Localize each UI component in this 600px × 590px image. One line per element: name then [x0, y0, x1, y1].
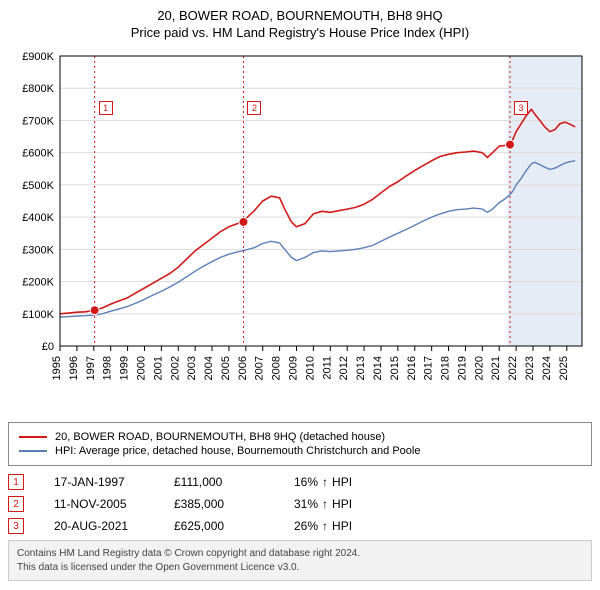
svg-text:£700K: £700K — [22, 115, 54, 127]
svg-text:2005: 2005 — [220, 356, 232, 380]
event-hpi: 31% ↑ HPI — [294, 497, 352, 511]
svg-text:2000: 2000 — [135, 356, 147, 380]
arrow-up-icon: ↑ — [322, 497, 328, 511]
attribution-footer: Contains HM Land Registry data © Crown c… — [8, 540, 592, 581]
event-hpi-label: HPI — [332, 497, 352, 511]
event-marker-badge: 2 — [247, 101, 261, 115]
svg-text:2013: 2013 — [355, 356, 367, 380]
svg-text:2023: 2023 — [524, 356, 536, 380]
event-hpi-label: HPI — [332, 519, 352, 533]
svg-text:2018: 2018 — [440, 356, 452, 380]
event-price: £385,000 — [174, 497, 294, 511]
event-marker-badge: 1 — [99, 101, 113, 115]
svg-text:2017: 2017 — [423, 356, 435, 380]
svg-text:2011: 2011 — [321, 356, 333, 380]
svg-text:2020: 2020 — [473, 356, 485, 380]
svg-text:2006: 2006 — [237, 356, 249, 380]
event-date: 11-NOV-2005 — [54, 497, 174, 511]
event-date: 17-JAN-1997 — [54, 475, 174, 489]
legend-item: HPI: Average price, detached house, Bour… — [19, 445, 581, 457]
svg-text:2007: 2007 — [254, 356, 266, 380]
svg-text:2019: 2019 — [456, 356, 468, 380]
event-badge: 1 — [8, 474, 24, 490]
arrow-up-icon: ↑ — [322, 519, 328, 533]
svg-text:2014: 2014 — [372, 356, 384, 380]
event-hpi: 16% ↑ HPI — [294, 475, 352, 489]
svg-text:2001: 2001 — [152, 356, 164, 380]
event-hpi-label: HPI — [332, 475, 352, 489]
svg-text:2021: 2021 — [490, 356, 502, 380]
event-row: 3 20-AUG-2021£625,00026% ↑ HPI — [8, 518, 592, 534]
svg-text:2002: 2002 — [169, 356, 181, 380]
chart-title: 20, BOWER ROAD, BOURNEMOUTH, BH8 9HQ — [8, 8, 592, 23]
event-date: 20-AUG-2021 — [54, 519, 174, 533]
svg-text:1999: 1999 — [119, 356, 131, 380]
event-hpi-pct: 26% — [294, 519, 318, 533]
legend-label: HPI: Average price, detached house, Bour… — [55, 445, 420, 457]
svg-text:2016: 2016 — [406, 356, 418, 380]
events-table: 1 17-JAN-1997£111,00016% ↑ HPI 2 11-NOV-2005£… — [8, 474, 592, 534]
svg-text:2025: 2025 — [558, 356, 570, 380]
svg-text:2004: 2004 — [203, 356, 215, 380]
svg-text:£500K: £500K — [22, 180, 54, 192]
event-row: 2 11-NOV-2005£385,00031% ↑ HPI — [8, 496, 592, 512]
svg-text:1998: 1998 — [102, 356, 114, 380]
svg-text:2015: 2015 — [389, 356, 401, 380]
svg-text:£400K: £400K — [22, 212, 54, 224]
svg-text:2012: 2012 — [338, 356, 350, 380]
legend: 20, BOWER ROAD, BOURNEMOUTH, BH8 9HQ (de… — [8, 422, 592, 466]
svg-text:2009: 2009 — [288, 356, 300, 380]
chart-area: £0 £100K £200K £300K £400K £500K £600K £700K £80… — [8, 46, 592, 416]
svg-text:2003: 2003 — [186, 356, 198, 380]
svg-text:£100K: £100K — [22, 309, 54, 321]
svg-text:1997: 1997 — [85, 356, 97, 380]
svg-text:£200K: £200K — [22, 277, 54, 289]
event-hpi-pct: 16% — [294, 475, 318, 489]
legend-item: 20, BOWER ROAD, BOURNEMOUTH, BH8 9HQ (de… — [19, 431, 581, 443]
event-price: £625,000 — [174, 519, 294, 533]
event-price: £111,000 — [174, 475, 294, 489]
chart-subtitle: Price paid vs. HM Land Registry's House … — [8, 25, 592, 40]
footer-line-2: This data is licensed under the Open Gov… — [17, 561, 583, 575]
svg-text:£300K: £300K — [22, 244, 54, 256]
svg-text:2024: 2024 — [541, 356, 553, 380]
legend-swatch — [19, 450, 47, 452]
svg-text:£600K: £600K — [22, 148, 54, 160]
svg-text:2008: 2008 — [271, 356, 283, 380]
event-marker-badge: 3 — [514, 101, 528, 115]
svg-text:1995: 1995 — [51, 356, 63, 380]
event-row: 1 17-JAN-1997£111,00016% ↑ HPI — [8, 474, 592, 490]
event-badge: 3 — [8, 518, 24, 534]
svg-text:£900K: £900K — [22, 51, 54, 63]
footer-line-1: Contains HM Land Registry data © Crown c… — [17, 547, 583, 561]
line-chart-svg: £0 £100K £200K £300K £400K £500K £600K £700K £80… — [8, 46, 592, 416]
svg-text:£0: £0 — [42, 341, 54, 353]
event-hpi: 26% ↑ HPI — [294, 519, 352, 533]
svg-text:£800K: £800K — [22, 83, 54, 95]
svg-text:1996: 1996 — [68, 356, 80, 380]
svg-text:2022: 2022 — [507, 356, 519, 380]
legend-swatch — [19, 436, 47, 438]
svg-text:2010: 2010 — [304, 356, 316, 380]
event-hpi-pct: 31% — [294, 497, 318, 511]
legend-label: 20, BOWER ROAD, BOURNEMOUTH, BH8 9HQ (de… — [55, 431, 385, 443]
event-badge: 2 — [8, 496, 24, 512]
arrow-up-icon: ↑ — [322, 475, 328, 489]
